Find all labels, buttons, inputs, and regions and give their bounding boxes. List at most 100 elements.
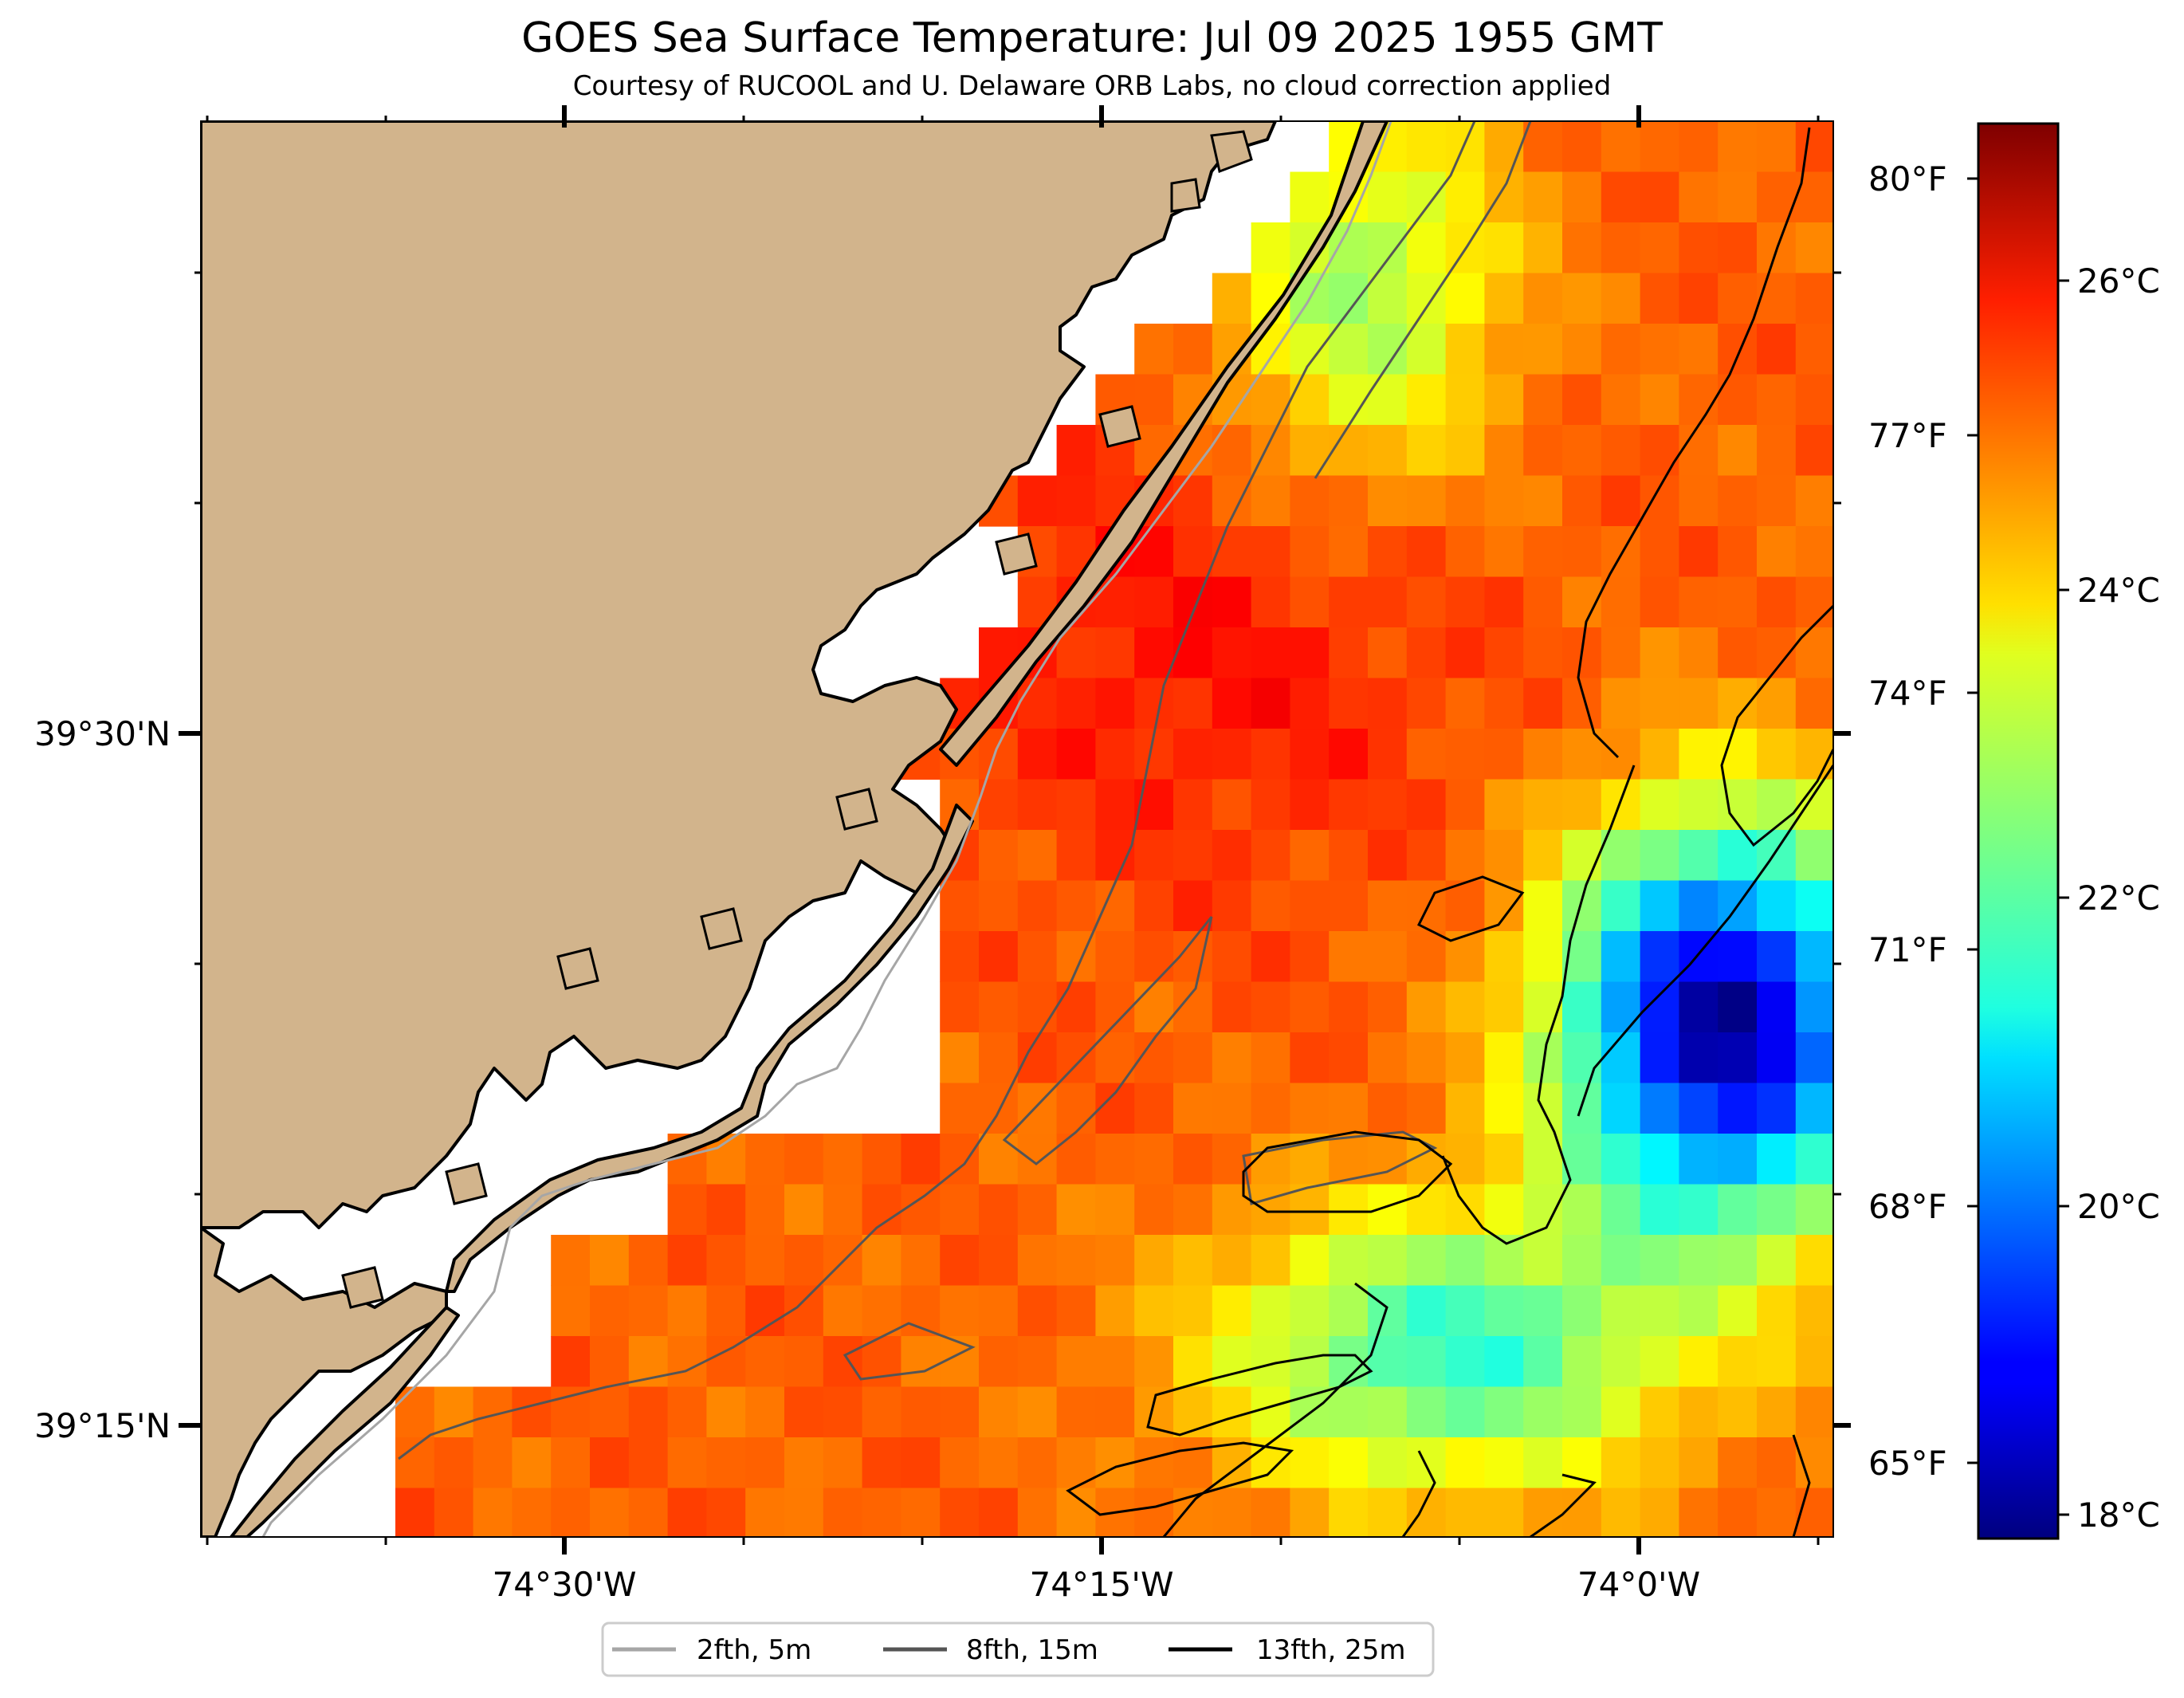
sst-cell <box>1445 1032 1485 1084</box>
sst-cell <box>1679 273 1719 324</box>
sst-cell <box>1406 779 1447 831</box>
map-ticks <box>179 105 1851 1555</box>
sst-cell <box>590 1336 630 1388</box>
sst-cell <box>784 1235 824 1287</box>
sst-cell <box>1718 1386 1758 1438</box>
legend-label-2fth: 2fth, 5m <box>697 1634 811 1666</box>
sst-cell <box>1640 1386 1679 1438</box>
sst-cell <box>706 1386 746 1438</box>
sst-cell <box>1757 1488 1797 1537</box>
sst-cell <box>1679 779 1719 831</box>
sst-cell <box>862 1488 901 1537</box>
sst-cell <box>1640 1032 1679 1084</box>
sst-cell <box>979 931 1019 983</box>
sst-cell <box>1523 1386 1563 1438</box>
sst-cell <box>1212 627 1252 679</box>
sst-cell <box>784 1134 824 1185</box>
sst-cell <box>1640 1083 1679 1134</box>
sst-cell <box>1290 1184 1330 1236</box>
sst-cell <box>1173 830 1213 882</box>
sst-cell <box>1757 931 1797 983</box>
sst-cell <box>1445 171 1485 223</box>
colorbar-c-18: 18°C <box>2077 1496 2160 1535</box>
sst-cell <box>1679 1437 1719 1489</box>
sst-cell <box>1562 171 1602 223</box>
sst-cell <box>1329 475 1369 527</box>
sst-cell <box>1757 1386 1797 1438</box>
sst-cell <box>1173 1235 1213 1287</box>
sst-cell <box>1718 1437 1758 1489</box>
sst-cell <box>1562 374 1602 426</box>
sst-cell <box>1640 526 1679 578</box>
sst-cell <box>1795 1184 1833 1236</box>
sst-cell <box>1718 931 1758 983</box>
sst-cell <box>1017 981 1058 1033</box>
sst-cell <box>551 1386 591 1438</box>
sst-cell <box>1718 627 1758 679</box>
sst-cell <box>1329 830 1369 882</box>
sst-cell <box>1523 931 1563 983</box>
sst-cell <box>1679 1336 1719 1388</box>
sst-cell <box>1290 1336 1330 1388</box>
sst-cell <box>1601 1032 1641 1084</box>
sst-cell <box>1406 1235 1447 1287</box>
sst-cell <box>1640 222 1679 274</box>
sst-cell <box>979 1083 1019 1134</box>
sst-cell <box>1523 374 1563 426</box>
sst-cell <box>1290 678 1330 729</box>
sst-cell <box>1445 931 1485 983</box>
sst-cell <box>1601 222 1641 274</box>
sst-cell <box>1795 931 1833 983</box>
sst-cell <box>1290 830 1330 882</box>
sst-cell <box>940 1336 980 1388</box>
sst-cell <box>1640 1437 1679 1489</box>
sst-cell <box>1718 1336 1758 1388</box>
sst-cell <box>1523 1134 1563 1185</box>
sst-cell <box>1212 880 1252 932</box>
sst-cell <box>1368 880 1408 932</box>
sst-cell <box>1601 1336 1641 1388</box>
sst-cell <box>512 1488 552 1537</box>
sst-cell <box>1523 1184 1563 1236</box>
sst-cell <box>1445 121 1485 173</box>
sst-cell <box>1290 171 1330 223</box>
sst-cell <box>1640 729 1679 780</box>
sst-cell <box>590 1235 630 1287</box>
sst-cell <box>1484 526 1524 578</box>
sst-cell <box>1173 1134 1213 1185</box>
sst-cell <box>862 1386 901 1438</box>
sst-cell <box>1601 729 1641 780</box>
sst-cell <box>1445 880 1485 932</box>
sst-cell <box>1212 830 1252 882</box>
sst-cell <box>823 1336 863 1388</box>
sst-cell <box>667 1336 707 1388</box>
sst-cell <box>1017 1235 1058 1287</box>
sst-cell <box>1173 1032 1213 1084</box>
sst-cell <box>1679 678 1719 729</box>
sst-cell <box>1095 729 1135 780</box>
sst-cell <box>1212 526 1252 578</box>
sst-cell <box>1134 1336 1174 1388</box>
sst-cell <box>1251 1083 1290 1134</box>
sst-cell <box>1368 830 1408 882</box>
sst-cell <box>1484 981 1524 1033</box>
sst-cell <box>901 1488 941 1537</box>
sst-cell <box>1368 627 1408 679</box>
colorbar-c-26: 26°C <box>2077 261 2160 301</box>
colorbar-ticks <box>1967 177 2069 1516</box>
sst-cell <box>1406 627 1447 679</box>
sst-cell <box>1212 1488 1252 1537</box>
sst-cell <box>1757 475 1797 527</box>
sst-cell <box>1445 475 1485 527</box>
sst-cell <box>1134 830 1174 882</box>
sst-cell <box>1290 576 1330 628</box>
sst-cell <box>1406 1083 1447 1134</box>
sst-cell <box>1523 1032 1563 1084</box>
sst-cell <box>1406 425 1447 477</box>
sst-cell <box>1056 475 1096 527</box>
sst-cell <box>1523 475 1563 527</box>
sst-cell <box>1640 1134 1679 1185</box>
sst-cell <box>1523 1488 1563 1537</box>
sst-cell <box>1679 1235 1719 1287</box>
